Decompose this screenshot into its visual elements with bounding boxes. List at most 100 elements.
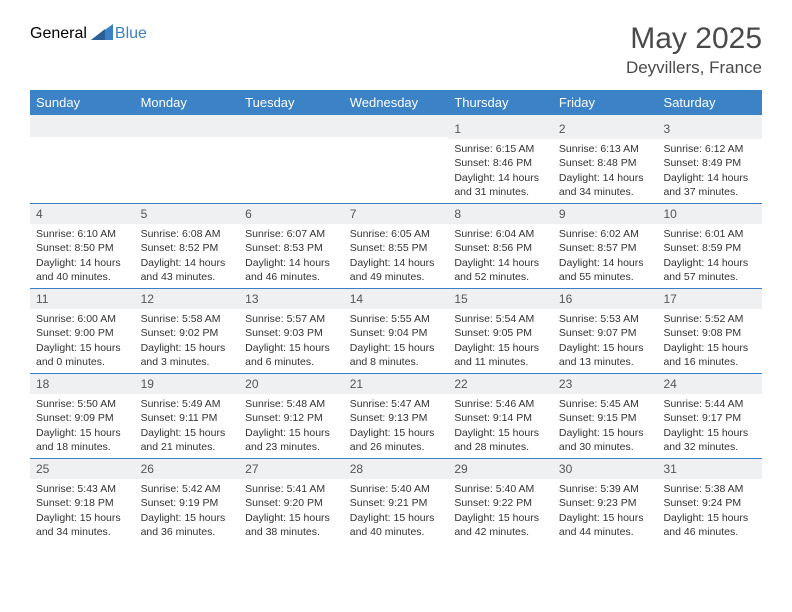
week-row: 4Sunrise: 6:10 AMSunset: 8:50 PMDaylight… (30, 203, 762, 288)
sunrise-line: Sunrise: 6:01 AM (663, 227, 756, 241)
day-body: Sunrise: 5:38 AMSunset: 9:24 PMDaylight:… (657, 479, 762, 543)
day-cell: 24Sunrise: 5:44 AMSunset: 9:17 PMDayligh… (657, 374, 762, 458)
daylight-line: Daylight: 14 hours and 57 minutes. (663, 256, 756, 284)
day-body: Sunrise: 5:40 AMSunset: 9:21 PMDaylight:… (344, 479, 449, 543)
daylight-line: Daylight: 15 hours and 46 minutes. (663, 511, 756, 539)
day-cell: 30Sunrise: 5:39 AMSunset: 9:23 PMDayligh… (553, 459, 658, 543)
daylight-line: Daylight: 14 hours and 31 minutes. (454, 171, 547, 199)
day-cell: 9Sunrise: 6:02 AMSunset: 8:57 PMDaylight… (553, 204, 658, 288)
header: General Blue May 2025 Deyvillers, France (0, 0, 792, 86)
day-cell: 2Sunrise: 6:13 AMSunset: 8:48 PMDaylight… (553, 119, 658, 203)
day-number: 15 (448, 289, 553, 309)
weeks-container: 1Sunrise: 6:15 AMSunset: 8:46 PMDaylight… (30, 119, 762, 543)
sunrise-line: Sunrise: 5:45 AM (559, 397, 652, 411)
day-cell: 31Sunrise: 5:38 AMSunset: 9:24 PMDayligh… (657, 459, 762, 543)
daylight-line: Daylight: 15 hours and 23 minutes. (245, 426, 338, 454)
day-cell: 26Sunrise: 5:42 AMSunset: 9:19 PMDayligh… (135, 459, 240, 543)
day-header-sunday: Sunday (30, 90, 135, 115)
sunset-line: Sunset: 8:56 PM (454, 241, 547, 255)
sunrise-line: Sunrise: 5:55 AM (350, 312, 443, 326)
sunrise-line: Sunrise: 5:41 AM (245, 482, 338, 496)
sunset-line: Sunset: 9:17 PM (663, 411, 756, 425)
sunrise-line: Sunrise: 6:15 AM (454, 142, 547, 156)
day-cell: 5Sunrise: 6:08 AMSunset: 8:52 PMDaylight… (135, 204, 240, 288)
day-number: 16 (553, 289, 658, 309)
sunset-line: Sunset: 8:53 PM (245, 241, 338, 255)
sunset-line: Sunset: 9:14 PM (454, 411, 547, 425)
daylight-line: Daylight: 15 hours and 34 minutes. (36, 511, 129, 539)
daylight-line: Daylight: 15 hours and 13 minutes. (559, 341, 652, 369)
sunrise-line: Sunrise: 6:13 AM (559, 142, 652, 156)
day-number (135, 119, 240, 137)
daylight-line: Daylight: 14 hours and 43 minutes. (141, 256, 234, 284)
day-header-thursday: Thursday (448, 90, 553, 115)
day-number: 2 (553, 119, 658, 139)
sunset-line: Sunset: 9:20 PM (245, 496, 338, 510)
day-cell: 7Sunrise: 6:05 AMSunset: 8:55 PMDaylight… (344, 204, 449, 288)
day-body: Sunrise: 6:04 AMSunset: 8:56 PMDaylight:… (448, 224, 553, 288)
day-cell: 21Sunrise: 5:47 AMSunset: 9:13 PMDayligh… (344, 374, 449, 458)
calendar: SundayMondayTuesdayWednesdayThursdayFrid… (30, 90, 762, 543)
sunset-line: Sunset: 8:46 PM (454, 156, 547, 170)
day-cell: 19Sunrise: 5:49 AMSunset: 9:11 PMDayligh… (135, 374, 240, 458)
day-cell (135, 119, 240, 203)
sunrise-line: Sunrise: 5:48 AM (245, 397, 338, 411)
month-year: May 2025 (626, 22, 762, 56)
day-body: Sunrise: 5:40 AMSunset: 9:22 PMDaylight:… (448, 479, 553, 543)
sunrise-line: Sunrise: 5:46 AM (454, 397, 547, 411)
day-number: 12 (135, 289, 240, 309)
day-cell (344, 119, 449, 203)
day-header-wednesday: Wednesday (344, 90, 449, 115)
logo: General Blue (30, 22, 147, 45)
day-number: 21 (344, 374, 449, 394)
sunset-line: Sunset: 8:49 PM (663, 156, 756, 170)
day-cell: 6Sunrise: 6:07 AMSunset: 8:53 PMDaylight… (239, 204, 344, 288)
sunset-line: Sunset: 9:05 PM (454, 326, 547, 340)
day-number: 14 (344, 289, 449, 309)
day-cell: 3Sunrise: 6:12 AMSunset: 8:49 PMDaylight… (657, 119, 762, 203)
day-number: 28 (344, 459, 449, 479)
day-cell: 29Sunrise: 5:40 AMSunset: 9:22 PMDayligh… (448, 459, 553, 543)
week-row: 25Sunrise: 5:43 AMSunset: 9:18 PMDayligh… (30, 458, 762, 543)
day-header-tuesday: Tuesday (239, 90, 344, 115)
daylight-line: Daylight: 15 hours and 40 minutes. (350, 511, 443, 539)
logo-text-general: General (30, 25, 87, 43)
day-number: 24 (657, 374, 762, 394)
sunrise-line: Sunrise: 5:57 AM (245, 312, 338, 326)
day-body: Sunrise: 6:10 AMSunset: 8:50 PMDaylight:… (30, 224, 135, 288)
day-body: Sunrise: 6:08 AMSunset: 8:52 PMDaylight:… (135, 224, 240, 288)
location: Deyvillers, France (626, 58, 762, 78)
day-number: 5 (135, 204, 240, 224)
logo-triangle-icon (91, 22, 113, 45)
day-body: Sunrise: 5:43 AMSunset: 9:18 PMDaylight:… (30, 479, 135, 543)
day-number: 9 (553, 204, 658, 224)
day-cell: 12Sunrise: 5:58 AMSunset: 9:02 PMDayligh… (135, 289, 240, 373)
sunset-line: Sunset: 9:23 PM (559, 496, 652, 510)
daylight-line: Daylight: 15 hours and 36 minutes. (141, 511, 234, 539)
day-cell: 22Sunrise: 5:46 AMSunset: 9:14 PMDayligh… (448, 374, 553, 458)
day-body: Sunrise: 5:39 AMSunset: 9:23 PMDaylight:… (553, 479, 658, 543)
sunrise-line: Sunrise: 5:40 AM (350, 482, 443, 496)
week-row: 1Sunrise: 6:15 AMSunset: 8:46 PMDaylight… (30, 119, 762, 203)
day-body: Sunrise: 5:55 AMSunset: 9:04 PMDaylight:… (344, 309, 449, 373)
sunrise-line: Sunrise: 5:38 AM (663, 482, 756, 496)
sunset-line: Sunset: 9:09 PM (36, 411, 129, 425)
sunrise-line: Sunrise: 5:54 AM (454, 312, 547, 326)
sunrise-line: Sunrise: 6:08 AM (141, 227, 234, 241)
day-body: Sunrise: 5:41 AMSunset: 9:20 PMDaylight:… (239, 479, 344, 543)
day-number: 3 (657, 119, 762, 139)
day-number: 23 (553, 374, 658, 394)
sunrise-line: Sunrise: 6:00 AM (36, 312, 129, 326)
day-number: 25 (30, 459, 135, 479)
day-number: 11 (30, 289, 135, 309)
sunrise-line: Sunrise: 6:05 AM (350, 227, 443, 241)
daylight-line: Daylight: 14 hours and 40 minutes. (36, 256, 129, 284)
day-number: 13 (239, 289, 344, 309)
sunrise-line: Sunrise: 5:44 AM (663, 397, 756, 411)
day-number: 6 (239, 204, 344, 224)
sunrise-line: Sunrise: 5:58 AM (141, 312, 234, 326)
day-cell: 10Sunrise: 6:01 AMSunset: 8:59 PMDayligh… (657, 204, 762, 288)
day-body: Sunrise: 6:13 AMSunset: 8:48 PMDaylight:… (553, 139, 658, 203)
day-header-friday: Friday (553, 90, 658, 115)
sunrise-line: Sunrise: 5:40 AM (454, 482, 547, 496)
